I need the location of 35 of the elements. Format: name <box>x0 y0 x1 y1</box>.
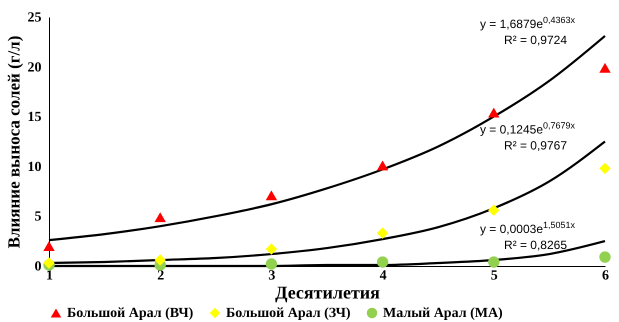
point <box>266 190 278 200</box>
point <box>266 243 278 255</box>
annotation: R² = 0,9767 <box>504 138 568 152</box>
x-tick-label: 6 <box>602 268 609 284</box>
x-tick-label: 4 <box>380 268 387 284</box>
x-axis-title: Десятилетия <box>275 282 380 302</box>
annotation: R² = 0,9724 <box>504 32 568 47</box>
point <box>488 256 500 268</box>
legend-label: Малый Арал (МА) <box>383 306 504 321</box>
point <box>376 227 388 239</box>
point <box>599 62 611 73</box>
point <box>599 162 611 174</box>
legend-label: Большой Арал (ВЧ) <box>67 306 194 321</box>
point <box>266 258 278 270</box>
y-tick-label: 20 <box>28 60 42 76</box>
y-tick-label: 5 <box>34 210 42 225</box>
legend-label: Большой Арал (ЗЧ) <box>226 306 351 321</box>
y-tick-label: 10 <box>28 160 42 175</box>
x-tick-label: 5 <box>490 268 498 284</box>
x-tick-label: 2 <box>157 268 164 284</box>
y-axis-title: Влияние выноса солей (г/л) <box>4 36 24 248</box>
point <box>488 108 500 118</box>
point <box>488 204 500 216</box>
x-tick-label: 1 <box>46 268 53 284</box>
y-tick-label: 0 <box>34 260 42 274</box>
annotation: R² = 0,8265 <box>504 238 568 252</box>
point <box>154 254 166 266</box>
y-tick-label: 25 <box>28 10 42 26</box>
point <box>376 256 388 268</box>
point <box>43 241 55 252</box>
point <box>154 212 166 222</box>
y-tick-label: 15 <box>28 110 42 126</box>
point <box>599 251 611 263</box>
point <box>376 160 388 170</box>
x-tick-label: 3 <box>268 268 276 284</box>
